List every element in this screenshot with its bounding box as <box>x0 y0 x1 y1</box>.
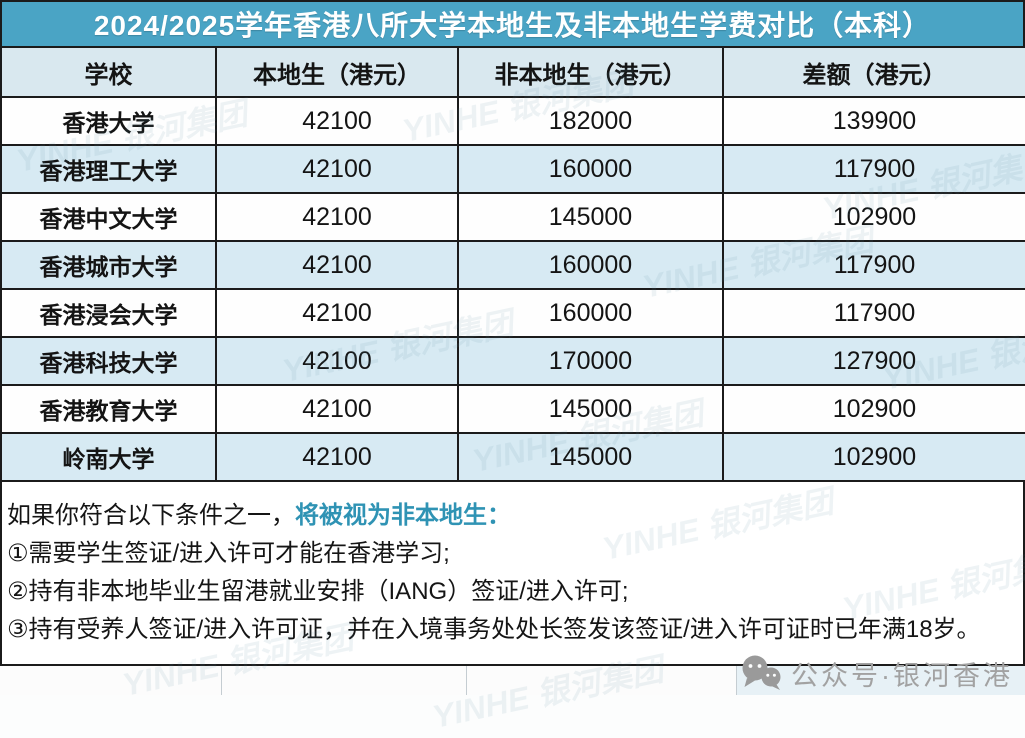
cell-school: 香港中文大学 <box>0 192 217 242</box>
note-item-3: ③持有受养人签证/进入许可证，并在入境事务处处长签发该签证/进入许可证时已年满1… <box>7 616 981 643</box>
cell-school: 香港教育大学 <box>0 384 217 434</box>
cell-local: 42100 <box>215 144 459 194</box>
cell-diff: 102900 <box>722 384 1025 434</box>
table-row: 香港城市大学 42100 160000 117900 <box>0 240 1025 290</box>
cutoff-cell <box>0 666 222 695</box>
cell-local: 42100 <box>215 192 459 242</box>
table-row: 香港大学 42100 182000 139900 <box>0 96 1025 146</box>
cell-local: 42100 <box>215 432 459 482</box>
note-item-2: ②持有非本地毕业生留港就业安排（IANG）签证/进入许可; <box>7 578 629 605</box>
cell-school: 岭南大学 <box>0 432 217 482</box>
cutoff-cell <box>737 666 1025 695</box>
cell-diff: 117900 <box>722 240 1025 290</box>
cell-nonlocal: 182000 <box>457 96 724 146</box>
title-bar: 2024/2025学年香港八所大学本地生及非本地生学费对比（本科） <box>0 0 1025 46</box>
table-row: 香港中文大学 42100 145000 102900 <box>0 192 1025 242</box>
cell-local: 42100 <box>215 288 459 338</box>
table-row: 香港理工大学 42100 160000 117900 <box>0 144 1025 194</box>
note-item-1: ①需要学生签证/进入许可才能在香港学习; <box>7 540 450 567</box>
page-title: 2024/2025学年香港八所大学本地生及非本地生学费对比（本科） <box>93 10 932 41</box>
cutoff-cell <box>467 666 737 695</box>
notes-box: 如果你符合以下条件之一，将被视为非本地生： ①需要学生签证/进入许可才能在香港学… <box>0 482 1025 666</box>
cell-diff: 102900 <box>722 432 1025 482</box>
cutoff-next-table-row <box>0 666 1025 695</box>
cell-diff: 139900 <box>722 96 1025 146</box>
cell-nonlocal: 160000 <box>457 288 724 338</box>
cell-school: 香港理工大学 <box>0 144 217 194</box>
col-header-school: 学校 <box>0 46 217 98</box>
notes-intro-highlight: 将被视为非本地生： <box>295 502 511 529</box>
notes-intro-plain: 如果你符合以下条件之一， <box>7 502 295 529</box>
cell-diff: 127900 <box>722 336 1025 386</box>
table-row: 香港浸会大学 42100 160000 117900 <box>0 288 1025 338</box>
table-row: 岭南大学 42100 145000 102900 <box>0 432 1025 482</box>
tuition-comparison-sheet: 2024/2025学年香港八所大学本地生及非本地生学费对比（本科） 学校 本地生… <box>0 0 1025 695</box>
cell-school: 香港浸会大学 <box>0 288 217 338</box>
col-header-nonlocal: 非本地生（港元） <box>457 46 724 98</box>
col-header-local: 本地生（港元） <box>215 46 459 98</box>
cell-diff: 117900 <box>722 144 1025 194</box>
cell-local: 42100 <box>215 384 459 434</box>
tuition-table: 学校 本地生（港元） 非本地生（港元） 差额（港元） 香港大学 42100 18… <box>0 46 1025 482</box>
cell-school: 香港科技大学 <box>0 336 217 386</box>
cell-nonlocal: 160000 <box>457 240 724 290</box>
cell-nonlocal: 145000 <box>457 192 724 242</box>
cell-diff: 117900 <box>722 288 1025 338</box>
cutoff-cell <box>222 666 467 695</box>
cell-nonlocal: 145000 <box>457 384 724 434</box>
cell-nonlocal: 145000 <box>457 432 724 482</box>
table-row: 香港教育大学 42100 145000 102900 <box>0 384 1025 434</box>
col-header-diff: 差额（港元） <box>722 46 1025 98</box>
cell-nonlocal: 160000 <box>457 144 724 194</box>
cell-diff: 102900 <box>722 192 1025 242</box>
table-row: 香港科技大学 42100 170000 127900 <box>0 336 1025 386</box>
cell-local: 42100 <box>215 336 459 386</box>
notes-intro-line: 如果你符合以下条件之一，将被视为非本地生： <box>7 497 1013 535</box>
cell-school: 香港大学 <box>0 96 217 146</box>
cell-local: 42100 <box>215 96 459 146</box>
cell-nonlocal: 170000 <box>457 336 724 386</box>
cell-local: 42100 <box>215 240 459 290</box>
table-header-row: 学校 本地生（港元） 非本地生（港元） 差额（港元） <box>0 46 1025 98</box>
cell-school: 香港城市大学 <box>0 240 217 290</box>
